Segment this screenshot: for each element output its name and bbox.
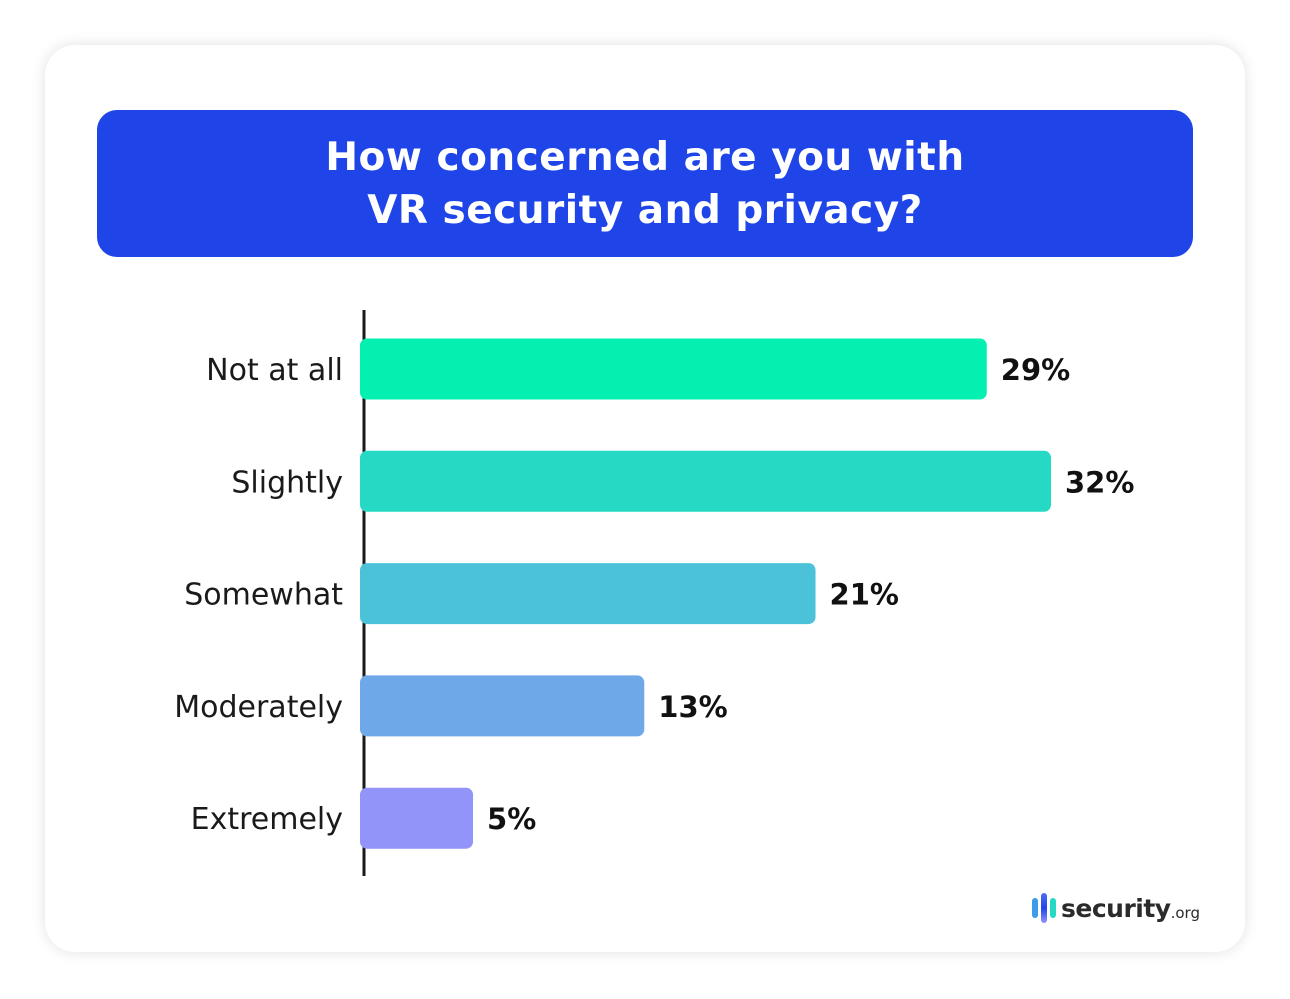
- category-label: Slightly: [231, 465, 343, 500]
- bar-moderately: [360, 675, 645, 737]
- security-org-logo: security .org: [1032, 893, 1200, 923]
- title-banner: How concerned are you with VR security a…: [97, 110, 1193, 257]
- category-label: Extremely: [191, 802, 343, 837]
- value-label: 21%: [830, 578, 899, 612]
- bar-extremely: [360, 787, 474, 849]
- category-label: Moderately: [174, 690, 343, 725]
- bar-slightly: [360, 450, 1051, 512]
- value-label: 13%: [658, 690, 727, 724]
- category-label: Not at all: [206, 353, 343, 388]
- category-label: Somewhat: [184, 578, 343, 613]
- bar-not-at-all: [360, 338, 987, 400]
- chart-title: How concerned are you with VR security a…: [325, 134, 965, 233]
- value-label: 29%: [1001, 353, 1070, 387]
- value-label: 32%: [1065, 465, 1134, 499]
- logo-mark-icon: [1032, 893, 1056, 923]
- value-label: 5%: [487, 802, 536, 836]
- bar-somewhat: [360, 563, 816, 625]
